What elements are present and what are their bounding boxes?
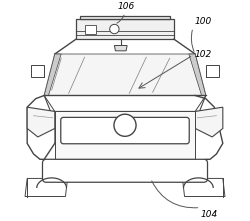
Polygon shape [84,25,96,34]
Polygon shape [95,168,155,176]
Text: 102: 102 [194,50,211,59]
Text: 100: 100 [194,17,211,26]
Polygon shape [55,111,195,159]
Text: 106: 106 [118,2,135,11]
Polygon shape [114,46,127,51]
FancyBboxPatch shape [42,159,207,182]
Circle shape [110,24,119,34]
Polygon shape [80,16,170,19]
FancyBboxPatch shape [61,117,189,144]
Text: 104: 104 [200,210,218,219]
Polygon shape [44,54,206,95]
Polygon shape [32,65,44,77]
Polygon shape [206,65,218,77]
Polygon shape [25,178,68,196]
Polygon shape [195,107,223,137]
Polygon shape [189,54,206,95]
Circle shape [114,114,136,136]
Polygon shape [182,178,225,196]
Polygon shape [44,54,61,95]
Polygon shape [27,107,55,137]
Polygon shape [76,19,174,39]
